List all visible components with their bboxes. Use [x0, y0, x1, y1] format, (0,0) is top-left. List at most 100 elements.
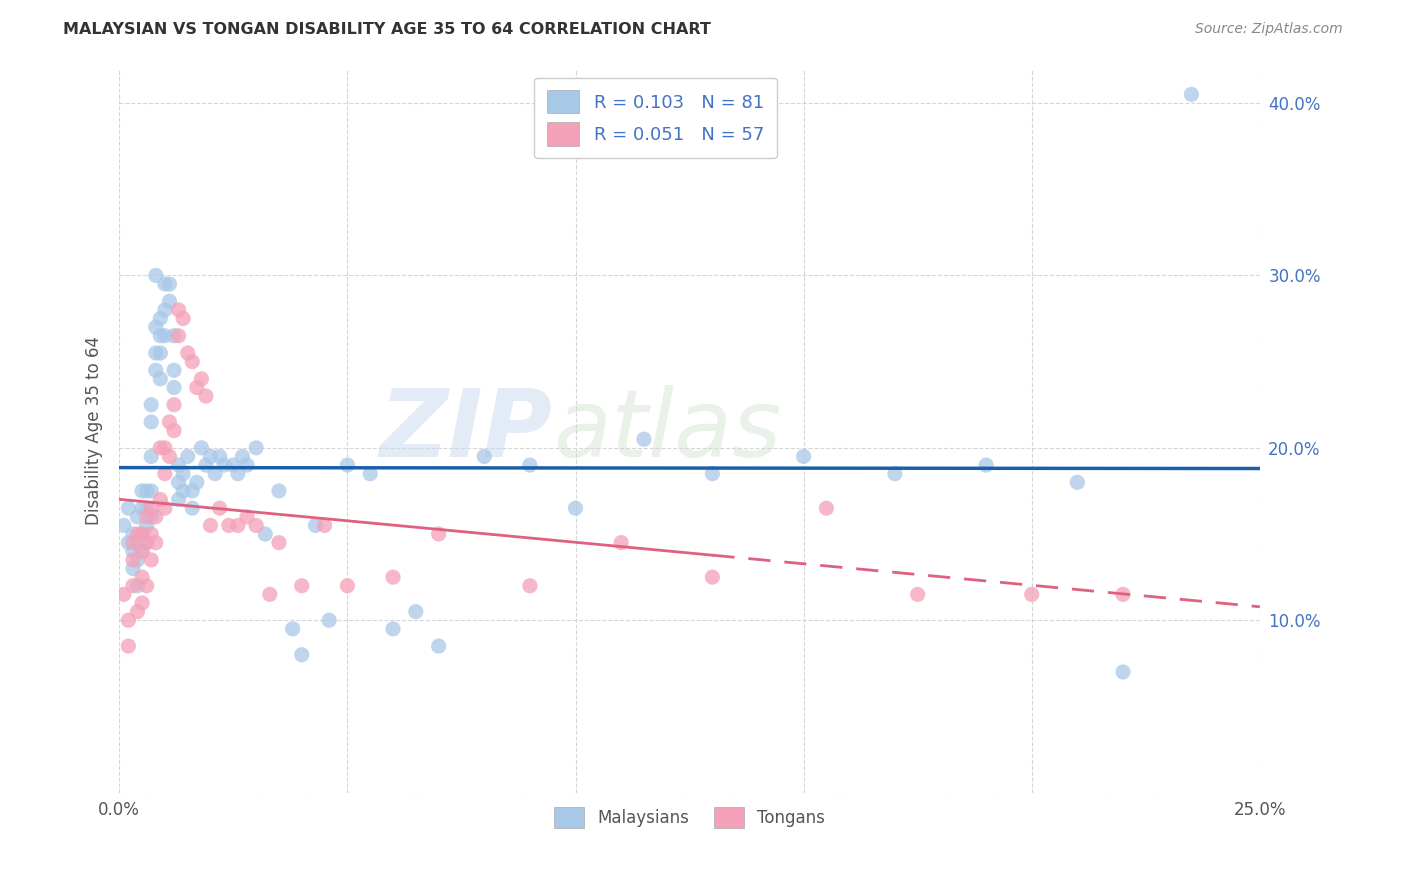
Point — [359, 467, 381, 481]
Point — [907, 587, 929, 601]
Point — [200, 450, 222, 464]
Point — [208, 450, 231, 464]
Text: Source: ZipAtlas.com: Source: ZipAtlas.com — [1195, 22, 1343, 37]
Point — [141, 483, 163, 498]
Point — [190, 441, 212, 455]
Point — [1180, 87, 1202, 102]
Point — [1021, 587, 1043, 601]
Point — [254, 527, 277, 541]
Point — [135, 518, 157, 533]
Point — [519, 579, 541, 593]
Point — [153, 328, 176, 343]
Point — [149, 328, 172, 343]
Point — [127, 527, 149, 541]
Point — [167, 328, 190, 343]
Point — [112, 518, 135, 533]
Point — [149, 492, 172, 507]
Point — [122, 561, 145, 575]
Point — [702, 467, 724, 481]
Point — [336, 458, 359, 472]
Point — [145, 535, 167, 549]
Point — [702, 570, 724, 584]
Point — [131, 527, 153, 541]
Point — [167, 475, 190, 490]
Point — [204, 467, 226, 481]
Point — [226, 467, 249, 481]
Point — [472, 450, 495, 464]
Point — [163, 363, 186, 377]
Point — [245, 441, 267, 455]
Point — [212, 458, 235, 472]
Text: ZIP: ZIP — [380, 384, 553, 476]
Point — [267, 535, 290, 549]
Point — [145, 268, 167, 283]
Point — [1066, 475, 1088, 490]
Point — [131, 483, 153, 498]
Point — [145, 363, 167, 377]
Point — [122, 579, 145, 593]
Point — [145, 320, 167, 334]
Point — [135, 579, 157, 593]
Point — [167, 492, 190, 507]
Point — [291, 648, 314, 662]
Point — [291, 579, 314, 593]
Point — [122, 527, 145, 541]
Point — [259, 587, 281, 601]
Point — [974, 458, 997, 472]
Point — [163, 328, 186, 343]
Point — [117, 613, 139, 627]
Point — [167, 302, 190, 317]
Point — [427, 639, 450, 653]
Point — [793, 450, 815, 464]
Point — [181, 501, 204, 516]
Point — [226, 518, 249, 533]
Point — [181, 483, 204, 498]
Point — [122, 553, 145, 567]
Point — [117, 501, 139, 516]
Point — [131, 544, 153, 558]
Point — [135, 535, 157, 549]
Point — [159, 415, 181, 429]
Point — [163, 424, 186, 438]
Point — [159, 450, 181, 464]
Point — [141, 450, 163, 464]
Point — [153, 467, 176, 481]
Point — [127, 535, 149, 549]
Point — [172, 467, 194, 481]
Point — [281, 622, 304, 636]
Point — [159, 294, 181, 309]
Point — [1112, 665, 1135, 679]
Point — [633, 432, 655, 446]
Point — [141, 553, 163, 567]
Point — [177, 450, 200, 464]
Point — [1112, 587, 1135, 601]
Point — [304, 518, 326, 533]
Point — [236, 509, 259, 524]
Point — [131, 501, 153, 516]
Point — [236, 458, 259, 472]
Point — [222, 458, 245, 472]
Point — [267, 483, 290, 498]
Point — [172, 311, 194, 326]
Text: atlas: atlas — [553, 385, 780, 476]
Point — [112, 587, 135, 601]
Point — [117, 639, 139, 653]
Point — [519, 458, 541, 472]
Point — [141, 527, 163, 541]
Point — [131, 527, 153, 541]
Point — [181, 354, 204, 368]
Point — [564, 501, 586, 516]
Point — [314, 518, 336, 533]
Point — [163, 380, 186, 394]
Point — [145, 509, 167, 524]
Point — [177, 346, 200, 360]
Point — [815, 501, 838, 516]
Point — [883, 467, 905, 481]
Point — [149, 441, 172, 455]
Point — [186, 380, 208, 394]
Point — [145, 346, 167, 360]
Point — [127, 509, 149, 524]
Point — [141, 509, 163, 524]
Point — [172, 483, 194, 498]
Point — [153, 302, 176, 317]
